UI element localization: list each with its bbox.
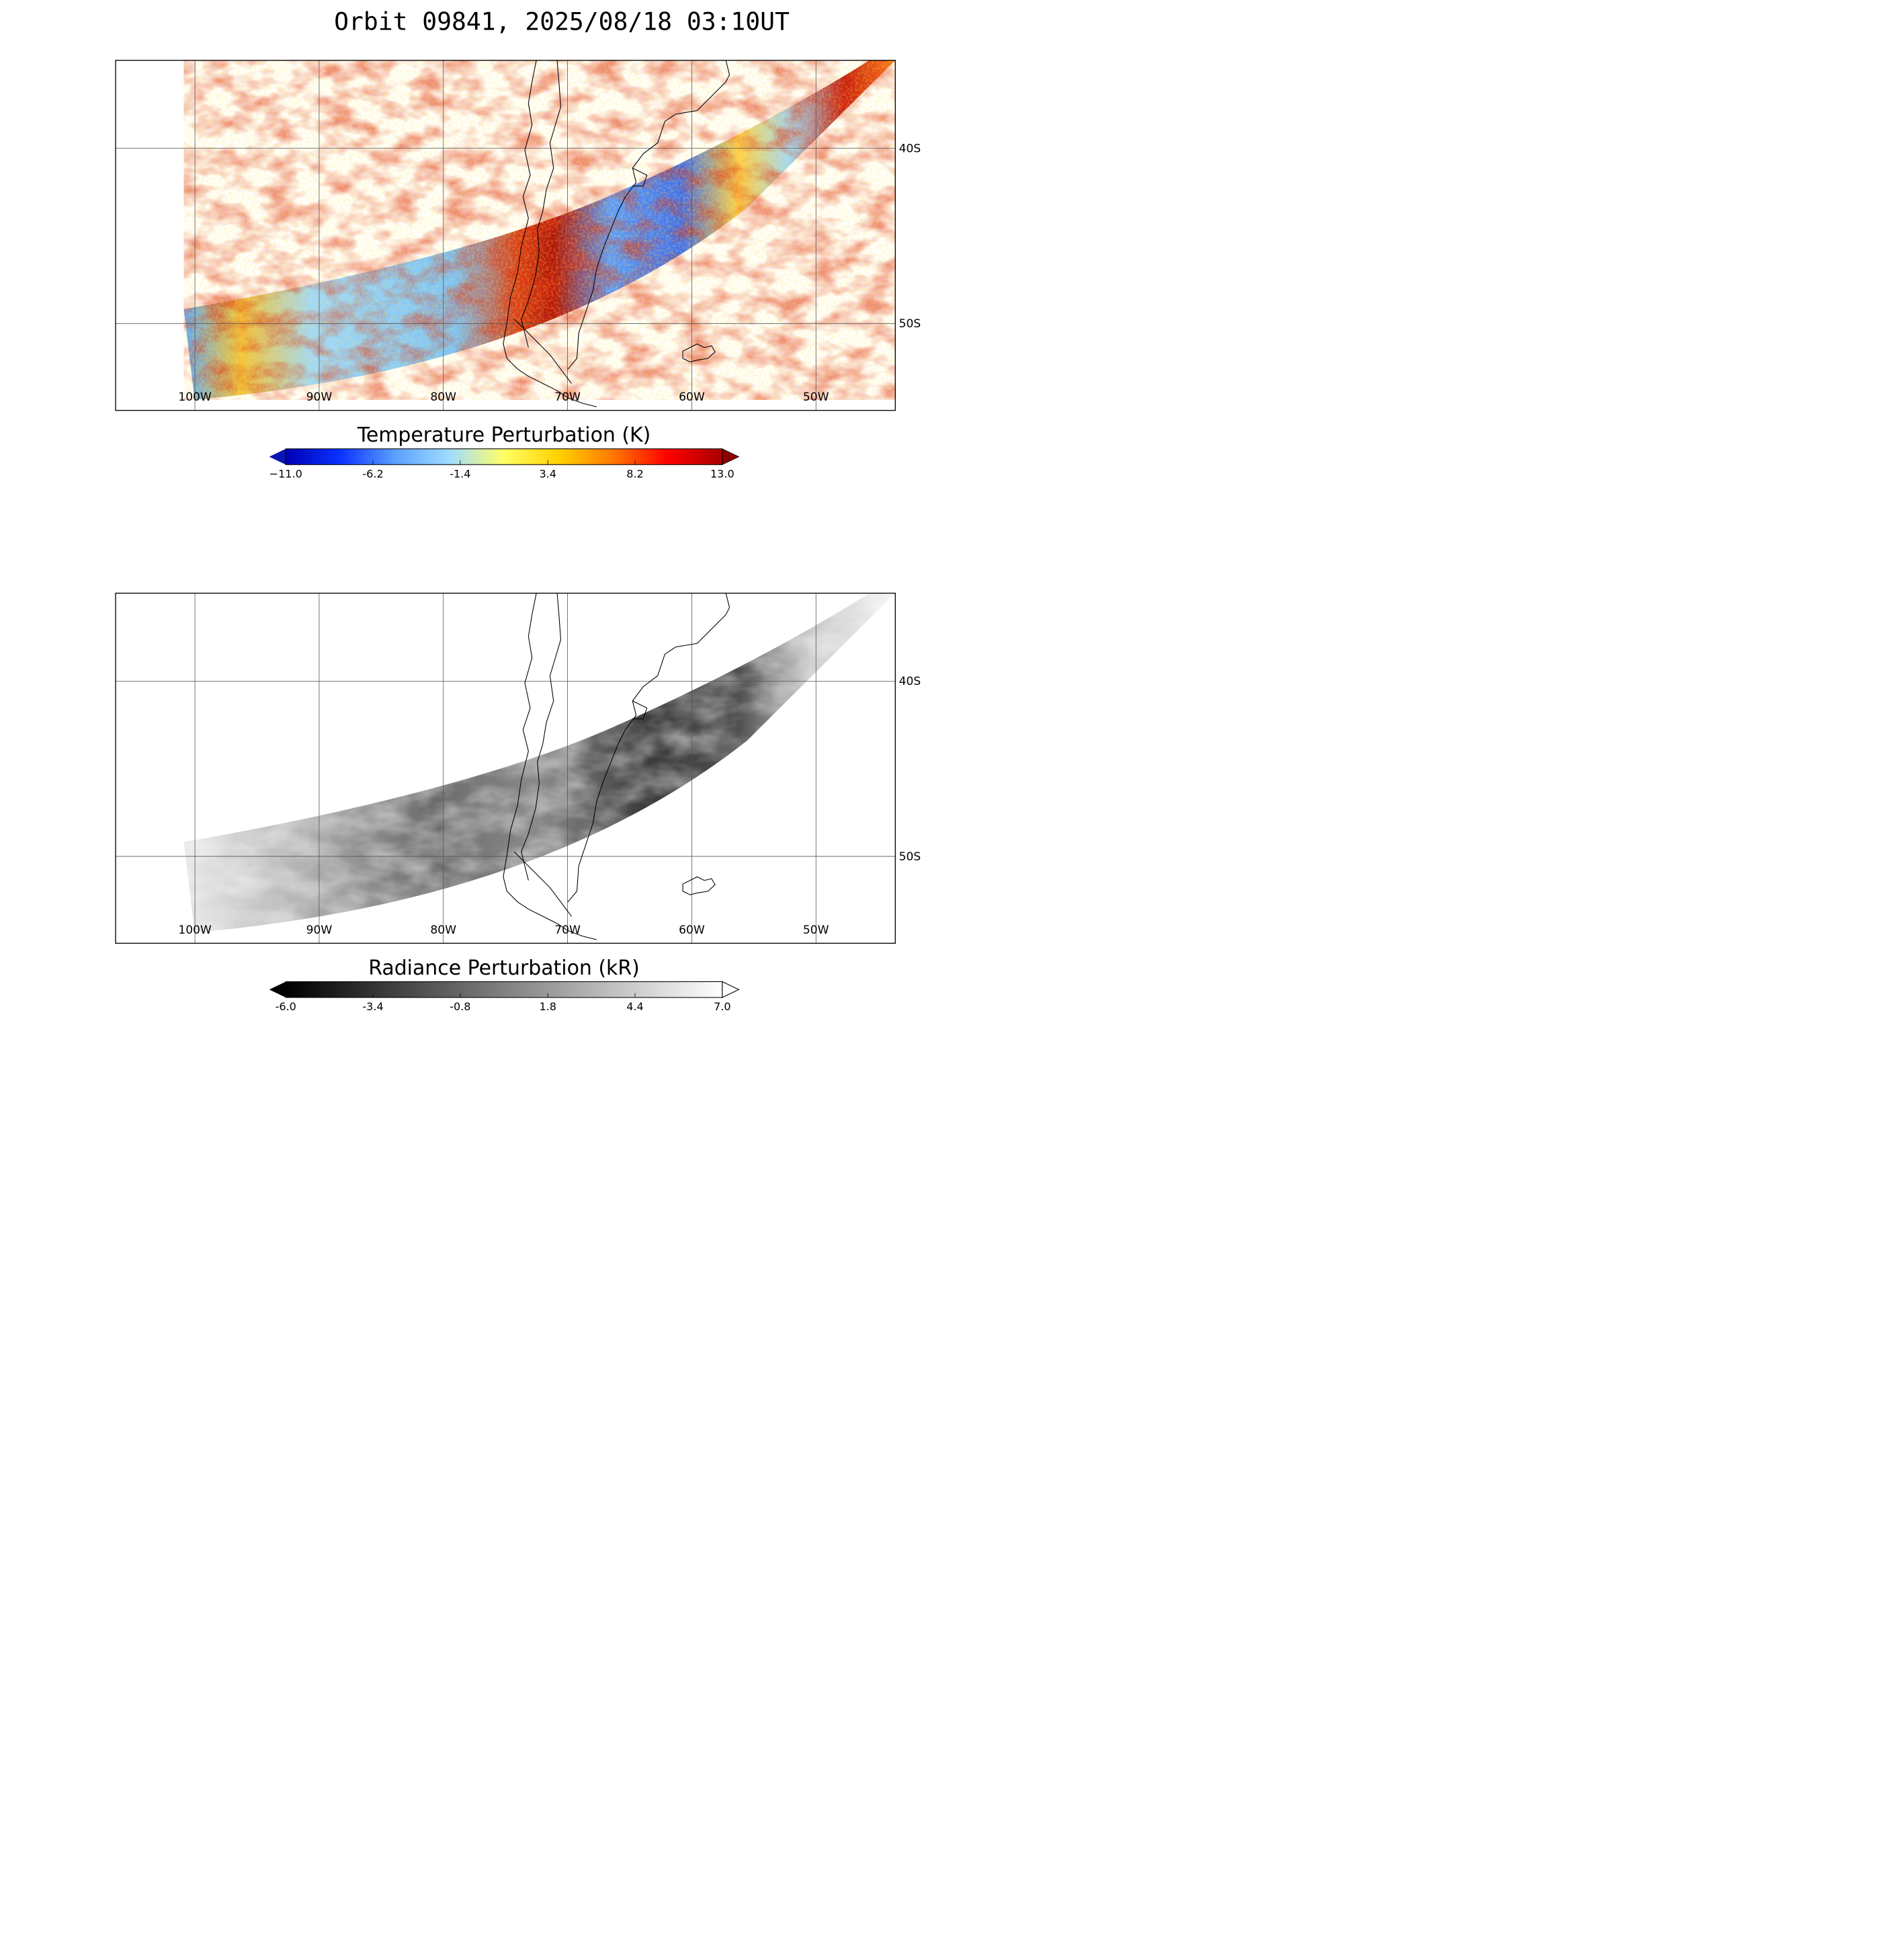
coastlines (503, 593, 730, 940)
temperature-under-arrow-lower (269, 456, 286, 465)
radiance-under-arrow (269, 981, 286, 998)
lon-label-100w: 100W (178, 924, 212, 937)
lat-label-50s: 50S (899, 317, 921, 331)
radiance-tick-label: 7.0 (714, 1000, 730, 1013)
radiance-tick-label: -0.8 (450, 1000, 470, 1013)
radiance-tick-label: -6.0 (276, 1000, 296, 1013)
temperature-colorbar-title: Temperature Perturbation (K) (357, 423, 651, 447)
temperature-tick-label: −11.0 (269, 467, 302, 480)
lat-label-40s: 40S (899, 675, 921, 688)
graticule (116, 593, 896, 944)
lon-label-70w: 70W (554, 924, 581, 937)
radiance-over-arrow (722, 981, 740, 998)
radiance-colorbar: Radiance Perturbation (kR) -6.0 -3.4 -0.… (269, 956, 740, 1013)
lon-label-60w: 60W (679, 924, 705, 937)
lat-label-50s: 50S (899, 850, 921, 864)
lon-labels: 100W 90W 80W 70W 60W 50W (178, 924, 829, 937)
temperature-tick-label: 8.2 (626, 467, 643, 480)
temperature-tick-label: -6.2 (362, 467, 383, 480)
temperature-colorbar: Temperature Perturbation (K) −11.0 -6.2 … (269, 423, 740, 480)
lon-label-60w: 60W (679, 391, 705, 404)
lat-labels: 40S 50S (899, 675, 921, 864)
temperature-map-panel: 100W 90W 80W 70W 60W 50W 40S 50S (115, 60, 921, 411)
lon-label-80w: 80W (430, 391, 456, 404)
lon-label-50w: 50W (803, 924, 829, 937)
radiance-tick-label: -3.4 (362, 1000, 383, 1013)
figure-title: Orbit 09841, 2025/08/18 03:10UT (334, 7, 790, 36)
temperature-tick-label: 3.4 (539, 467, 556, 480)
radiance-colorbar-bar (285, 981, 723, 998)
temperature-under-arrow (269, 448, 286, 457)
map-frame (115, 592, 896, 944)
lat-labels: 40S 50S (899, 142, 921, 331)
radiance-map-panel: 100W 90W 80W 70W 60W 50W 40S 50S (115, 592, 921, 944)
temperature-swath (183, 60, 896, 400)
temperature-tick-label: -1.4 (450, 467, 470, 480)
radiance-tick-label: 4.4 (626, 1000, 643, 1013)
coastlines (503, 60, 730, 407)
graticule (116, 60, 896, 411)
map-frame (115, 60, 896, 411)
temperature-colorbar-bar (285, 448, 723, 465)
radiance-swath (183, 593, 896, 933)
temperature-over-arrow (722, 448, 740, 465)
radiance-tick-label: 1.8 (539, 1000, 556, 1013)
lon-label-80w: 80W (430, 924, 456, 937)
lon-label-90w: 90W (306, 391, 333, 404)
figure: Orbit 09841, 2025/08/18 03:10UT (0, 0, 1008, 1047)
lat-label-40s: 40S (899, 142, 921, 156)
lon-label-100w: 100W (178, 391, 212, 404)
lon-label-50w: 50W (803, 391, 829, 404)
lon-label-70w: 70W (554, 391, 581, 404)
temperature-tick-label: 13.0 (710, 467, 735, 480)
lon-label-90w: 90W (306, 924, 333, 937)
lon-labels: 100W 90W 80W 70W 60W 50W (178, 391, 829, 404)
radiance-colorbar-title: Radiance Perturbation (kR) (368, 956, 640, 980)
